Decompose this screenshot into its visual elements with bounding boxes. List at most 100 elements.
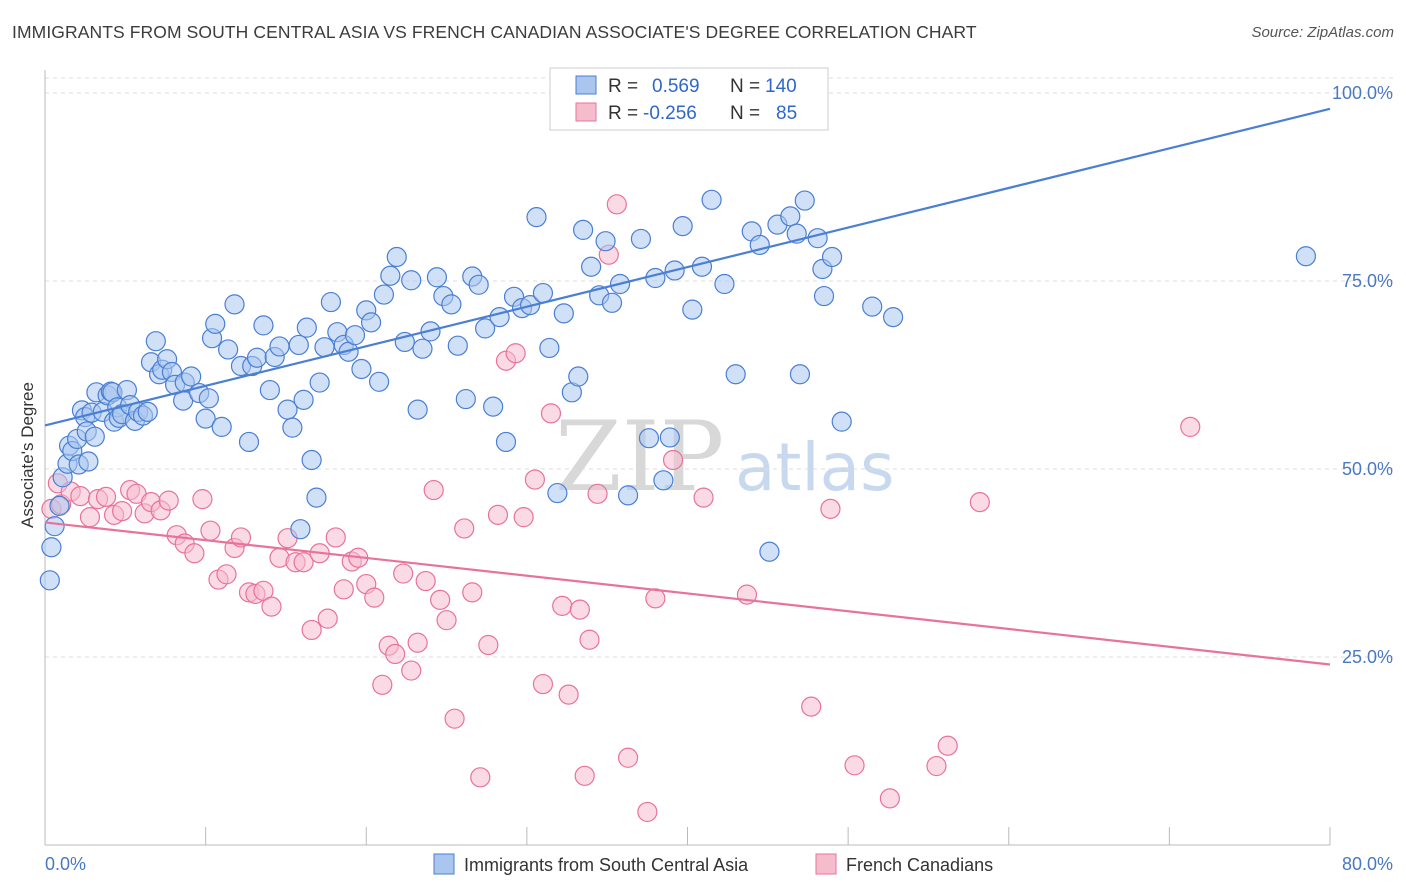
point-immigrants-32 [145,331,166,352]
point-immigrants-13 [78,451,99,472]
point-immigrants-48 [224,294,245,315]
point-immigrants-85 [441,294,462,315]
point-immigrants-120 [701,189,722,210]
point-immigrants-56 [269,336,290,357]
point-immigrants-2 [44,516,65,537]
point-immigrants-54 [259,379,280,401]
point-immigrants-136 [862,296,883,317]
point-immigrants-79 [401,270,422,291]
point-french-canadians-60 [513,507,534,528]
point-french-canadians-51 [436,610,457,631]
point-french-canadians-84 [969,492,990,513]
point-french-canadians-35 [317,608,338,629]
point-immigrants-138 [1295,246,1317,267]
trendlines [44,107,1331,666]
bottom-legend-label-pink: French Canadians [846,855,993,875]
point-immigrants-129 [789,364,811,385]
point-immigrants-90 [475,318,496,339]
point-french-canadians-42 [372,674,393,695]
x-tick-label-min: 0.0% [45,854,86,874]
point-immigrants-105 [581,256,602,277]
point-french-canadians-57 [487,504,509,525]
point-immigrants-64 [309,372,330,393]
point-french-canadians-46 [401,660,422,681]
point-french-canadians-56 [478,634,499,656]
point-french-canadians-15 [158,490,179,511]
point-french-canadians-37 [333,579,354,600]
point-french-canadians-32 [293,552,314,573]
point-immigrants-58 [282,417,303,438]
point-french-canadians-27 [253,580,274,601]
point-immigrants-50 [238,431,260,453]
bottom-legend-swatch-pink [815,853,837,875]
point-immigrants-100 [547,482,568,504]
x-tick-marks [44,827,1331,845]
legend-swatch-pink [575,102,597,122]
point-immigrants-81 [412,338,433,359]
point-french-canadians-72 [617,747,639,768]
legend-n-label-blue: N = [730,76,760,97]
point-french-canadians-44 [385,643,406,665]
point-immigrants-101 [553,303,574,324]
chart-title: IMMIGRANTS FROM SOUTH CENTRAL ASIA VS FR… [12,22,977,42]
point-immigrants-15 [84,426,105,447]
point-immigrants-52 [246,347,268,368]
point-immigrants-134 [821,246,843,268]
point-immigrants-89 [468,274,489,295]
point-french-canadians-7 [95,486,117,507]
bottom-legend-label-blue: Immigrants from South Central Asia [464,855,749,875]
point-immigrants-121 [714,273,735,295]
point-french-canadians-76 [693,487,714,508]
point-immigrants-60 [293,389,314,410]
point-french-canadians-75 [662,449,684,471]
point-french-canadians-68 [579,629,600,650]
point-immigrants-59 [288,334,309,356]
point-immigrants-125 [759,541,780,562]
point-french-canadians-61 [524,469,546,490]
point-french-canadians-53 [454,518,475,539]
legend-swatch-blue [575,75,597,95]
point-french-canadians-48 [415,570,436,592]
legend-n-value-blue: 140 [765,76,797,97]
point-french-canadians-36 [325,527,346,548]
point-french-canadians-54 [462,582,483,603]
point-immigrants-115 [659,427,680,448]
point-french-canadians-9 [111,501,133,522]
point-french-canadians-20 [200,520,221,541]
point-immigrants-97 [526,207,547,228]
point-immigrants-61 [296,317,317,338]
point-immigrants-73 [360,312,382,333]
bottom-legend-swatch-blue [433,853,455,875]
point-french-canadians-47 [407,632,428,653]
point-immigrants-53 [253,315,274,336]
point-immigrants-70 [344,325,366,346]
series-french-canadians-points [41,194,1201,823]
point-immigrants-127 [780,206,801,227]
legend-n-label-pink: N = [730,103,760,124]
point-immigrants-74 [369,371,390,392]
point-immigrants-86 [447,335,468,356]
point-french-canadians-5 [79,507,101,528]
point-french-canadians-82 [926,755,947,777]
point-french-canadians-18 [184,543,205,564]
y-axis-label: Associate's Degree [18,382,37,528]
point-french-canadians-67 [574,765,595,786]
point-french-canadians-69 [587,483,608,504]
point-immigrants-62 [301,449,322,471]
point-immigrants-135 [831,411,852,432]
point-french-canadians-28 [261,596,282,617]
point-immigrants-3 [49,495,70,516]
point-immigrants-63 [306,487,327,508]
point-immigrants-47 [218,339,239,360]
point-immigrants-110 [617,485,639,506]
point-french-canadians-55 [470,767,491,788]
point-immigrants-0 [39,570,60,591]
point-immigrants-98 [532,282,554,304]
point-french-canadians-63 [540,403,562,424]
point-french-canadians-65 [558,684,579,705]
point-immigrants-130 [794,190,815,211]
stats-legend: R = 0.569 N = 140 R = -0.256 N = 85 [549,67,829,131]
point-immigrants-119 [691,256,713,277]
point-french-canadians-19 [192,488,213,510]
point-immigrants-113 [645,267,666,289]
